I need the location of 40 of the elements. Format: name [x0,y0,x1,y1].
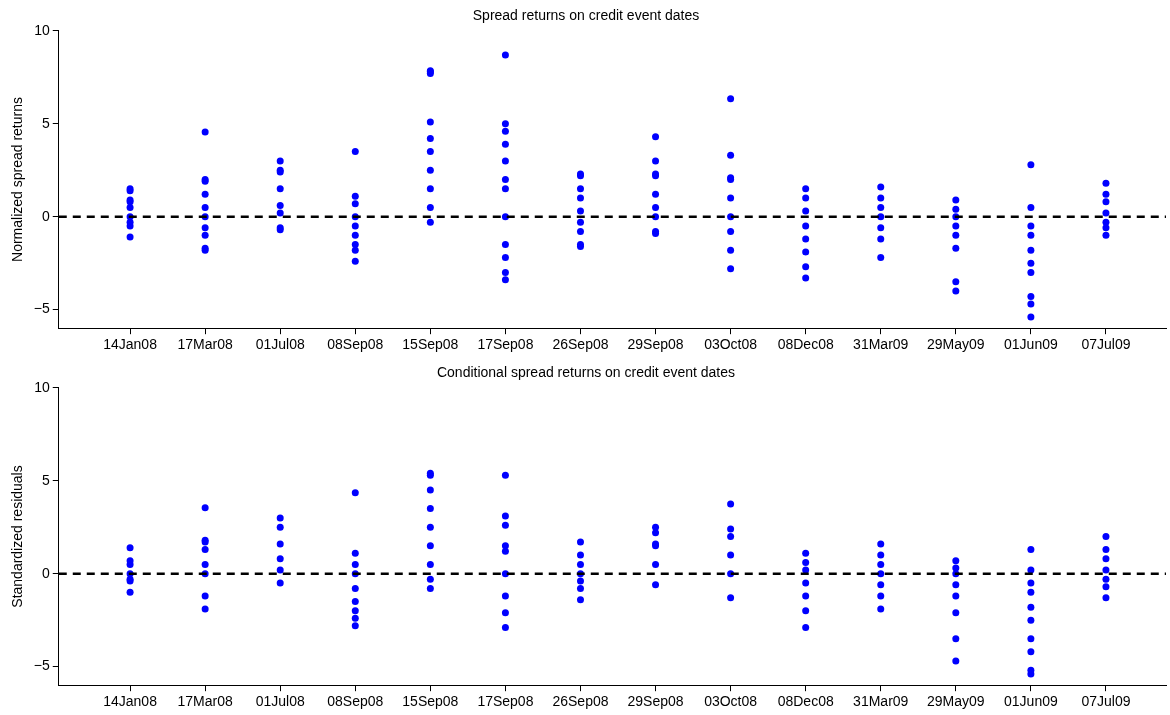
x-tick-label: 17Sep08 [477,693,534,710]
x-tick-label: 14Jan08 [103,693,158,710]
x-tick-label: 08Dec08 [777,336,834,353]
y-tick-label: 5 [41,114,50,131]
y-tick-label: 5 [41,471,50,488]
y-tick-label: 0 [41,207,50,224]
x-tick-label: 01Jun09 [1004,693,1058,710]
y-tick-label: 10 [34,378,50,395]
x-tick-label: 07Jul09 [1081,693,1131,710]
chart-title: Spread returns on credit event dates [472,7,700,24]
y-axis-title: Normalized spread returns [9,97,26,262]
x-tick-label: 03Oct08 [704,693,758,710]
x-tick-label: 17Mar08 [177,336,233,353]
x-tick-label: 15Sep08 [402,693,459,710]
x-tick-label: 15Sep08 [402,336,459,353]
y-tick-label: −5 [33,300,50,317]
x-tick-label: 29Sep08 [627,693,684,710]
x-tick-label: 17Sep08 [477,336,534,353]
x-tick-label: 03Oct08 [704,336,758,353]
y-tick-label: 0 [41,564,50,581]
x-tick-label: 01Jun09 [1004,336,1058,353]
x-tick-label: 31Mar09 [853,336,909,353]
y-tick-label: 10 [34,21,50,38]
x-tick-label: 14Jan08 [103,336,158,353]
x-tick-label: 26Sep08 [552,336,609,353]
x-tick-label: 08Sep08 [327,693,384,710]
x-tick-label: 08Dec08 [777,693,834,710]
x-tick-label: 01Jul08 [255,336,305,353]
x-tick-label: 01Jul08 [255,693,305,710]
x-tick-label: 08Sep08 [327,336,384,353]
x-tick-label: 29May09 [927,693,985,710]
chart-title: Conditional spread returns on credit event dates [436,364,736,381]
x-tick-label: 31Mar09 [853,693,909,710]
x-tick-label: 07Jul09 [1081,336,1131,353]
x-tick-label: 17Mar08 [177,693,233,710]
y-axis-title: Standardized residuals [9,465,26,608]
x-tick-label: 29Sep08 [627,336,684,353]
x-tick-label: 29May09 [927,336,985,353]
x-tick-label: 26Sep08 [552,693,609,710]
y-tick-label: −5 [33,657,50,674]
